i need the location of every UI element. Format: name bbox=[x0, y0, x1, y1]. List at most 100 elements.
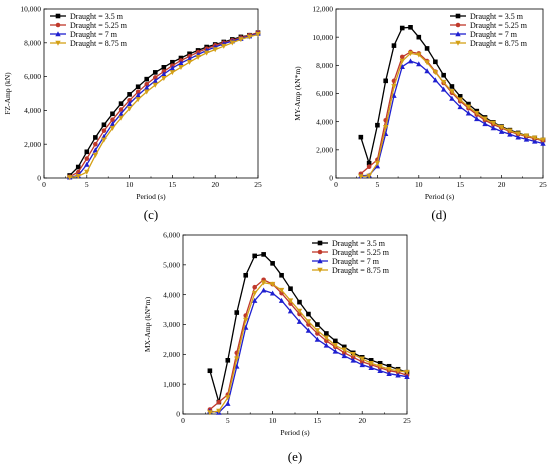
y-tick-label: 5,000 bbox=[163, 260, 180, 269]
x-tick-label: 15 bbox=[169, 180, 177, 189]
data-point bbox=[229, 40, 236, 46]
data-point bbox=[333, 338, 338, 344]
data-point bbox=[457, 94, 463, 99]
chart-my-amplitude: 0 5 10 15 20 25 0 2,000 4,000 6,000 8,000 10,000 12,… bbox=[293, 5, 547, 222]
series-4 bbox=[66, 32, 261, 181]
data-point bbox=[287, 298, 294, 304]
data-point bbox=[144, 81, 150, 87]
data-point bbox=[135, 97, 141, 103]
series-3 bbox=[66, 30, 261, 180]
data-point bbox=[449, 89, 455, 95]
y-tick-label: 6,000 bbox=[163, 231, 180, 240]
x-tick-label: 0 bbox=[334, 180, 338, 189]
data-point bbox=[287, 308, 294, 314]
data-point bbox=[161, 71, 167, 77]
data-point bbox=[399, 58, 405, 64]
legend-marker bbox=[55, 13, 61, 19]
data-point bbox=[118, 107, 124, 112]
series-4 bbox=[207, 280, 410, 416]
data-point bbox=[305, 319, 312, 325]
series-2 bbox=[67, 30, 261, 179]
data-point bbox=[127, 97, 132, 103]
data-point bbox=[93, 135, 98, 140]
data-point bbox=[178, 55, 184, 61]
data-point bbox=[212, 47, 218, 53]
data-point bbox=[109, 125, 116, 131]
data-point bbox=[66, 175, 73, 181]
data-point bbox=[152, 75, 158, 80]
data-point bbox=[377, 368, 383, 374]
y-tick-label: 0 bbox=[37, 174, 41, 183]
y-tick-label: 4,000 bbox=[163, 290, 180, 299]
data-point bbox=[474, 110, 480, 116]
data-point bbox=[404, 369, 410, 375]
chart-fz-amplitude: 0 5 10 15 20 25 0 2,000 4,000 6,000 8,000 10,000 Per… bbox=[3, 5, 262, 222]
data-point bbox=[170, 59, 175, 65]
data-point bbox=[359, 362, 365, 368]
x-tick-label: 0 bbox=[181, 416, 185, 425]
data-point bbox=[251, 297, 258, 303]
data-point bbox=[382, 125, 389, 130]
data-point bbox=[216, 408, 222, 414]
x-tick-label: 5 bbox=[376, 180, 380, 189]
series-line bbox=[69, 33, 259, 179]
x-axis-label: Period (s) bbox=[136, 192, 166, 201]
data-point bbox=[440, 86, 447, 92]
x-tick-label: 15 bbox=[456, 180, 464, 189]
data-point bbox=[221, 43, 227, 49]
data-point bbox=[84, 161, 90, 167]
x-tick-label: 0 bbox=[42, 180, 46, 189]
data-point bbox=[178, 60, 184, 66]
legend-marker bbox=[317, 267, 323, 273]
data-point bbox=[92, 147, 99, 153]
data-point bbox=[358, 134, 364, 140]
y-axis-label: MX-Amp (kN*m) bbox=[143, 296, 152, 352]
data-point bbox=[75, 164, 81, 170]
data-point bbox=[110, 117, 115, 122]
data-point bbox=[449, 95, 455, 101]
x-tick-label: 5 bbox=[226, 416, 230, 425]
data-point bbox=[278, 287, 285, 293]
data-point bbox=[498, 125, 505, 130]
legend-marker bbox=[55, 22, 61, 28]
data-point bbox=[260, 280, 267, 286]
data-point bbox=[404, 374, 410, 380]
data-point bbox=[433, 59, 438, 65]
y-axis-label: FZ-Amp (kN) bbox=[3, 72, 12, 115]
data-point bbox=[93, 141, 98, 147]
data-point bbox=[368, 365, 374, 371]
data-point bbox=[424, 60, 430, 66]
data-point bbox=[523, 136, 530, 142]
data-point bbox=[515, 131, 521, 137]
x-tick-label: 15 bbox=[314, 416, 322, 425]
legend-marker bbox=[55, 40, 61, 46]
legend-label: Draught = 3.5 m bbox=[332, 239, 386, 248]
legend-marker bbox=[455, 13, 461, 19]
data-point bbox=[84, 149, 90, 155]
legend-marker bbox=[317, 249, 323, 255]
data-point bbox=[368, 358, 374, 363]
y-tick-label: 10,000 bbox=[312, 33, 333, 42]
x-axis-label: Period (s) bbox=[425, 192, 455, 201]
series-line bbox=[69, 32, 259, 176]
data-point bbox=[432, 77, 439, 83]
legend-marker bbox=[55, 31, 61, 37]
data-point bbox=[127, 92, 132, 97]
data-point bbox=[323, 335, 330, 341]
data-point bbox=[225, 358, 231, 363]
data-point bbox=[341, 353, 347, 359]
data-point bbox=[386, 371, 392, 377]
data-point bbox=[118, 101, 124, 106]
legend-label: Draught = 3.5 m bbox=[70, 12, 124, 21]
y-tick-label: 8,000 bbox=[24, 38, 41, 47]
data-point bbox=[315, 322, 320, 327]
data-point bbox=[169, 70, 176, 76]
x-tick-label: 10 bbox=[126, 180, 134, 189]
data-point bbox=[234, 310, 240, 315]
y-axis-label: MY-Amp (kN*m) bbox=[293, 66, 302, 121]
data-point bbox=[449, 84, 455, 89]
data-point bbox=[386, 363, 392, 369]
y-tick-label: 6,000 bbox=[24, 72, 41, 81]
data-point bbox=[332, 343, 339, 349]
series-3 bbox=[358, 58, 546, 179]
